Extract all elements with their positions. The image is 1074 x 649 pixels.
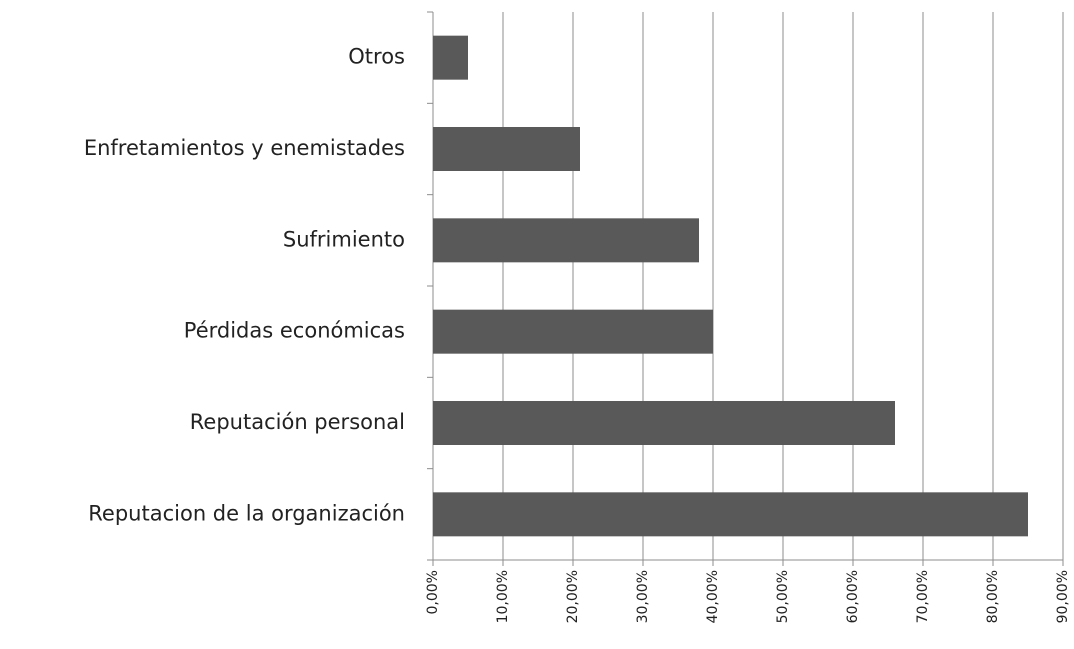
x-tick-label: 70,00% [915,570,931,623]
y-tick-label: Reputación personal [190,410,405,434]
x-tick-label: 40,00% [705,570,721,623]
x-tick-label: 20,00% [565,570,581,623]
y-tick-label: Reputacion de la organización [88,501,405,525]
bar [433,35,468,80]
y-tick-label: Otros [348,45,405,69]
y-tick-label: Pérdidas económicas [184,319,405,343]
x-tick-label: 10,00% [495,570,511,623]
y-tick-label: Sufrimiento [283,227,405,251]
x-tick-label: 30,00% [635,570,651,623]
y-tick-label: Enfretamientos y enemistades [84,136,405,160]
bar [433,127,580,171]
x-tick-label: 50,00% [775,570,791,623]
bar [433,218,699,263]
x-tick-label: 0,00% [425,570,441,614]
x-tick-label: 90,00% [1055,570,1071,623]
x-tick-label: 80,00% [985,570,1001,623]
bar [433,309,713,354]
x-tick-label: 60,00% [845,570,861,623]
bar [433,401,895,445]
bar [433,492,1028,537]
